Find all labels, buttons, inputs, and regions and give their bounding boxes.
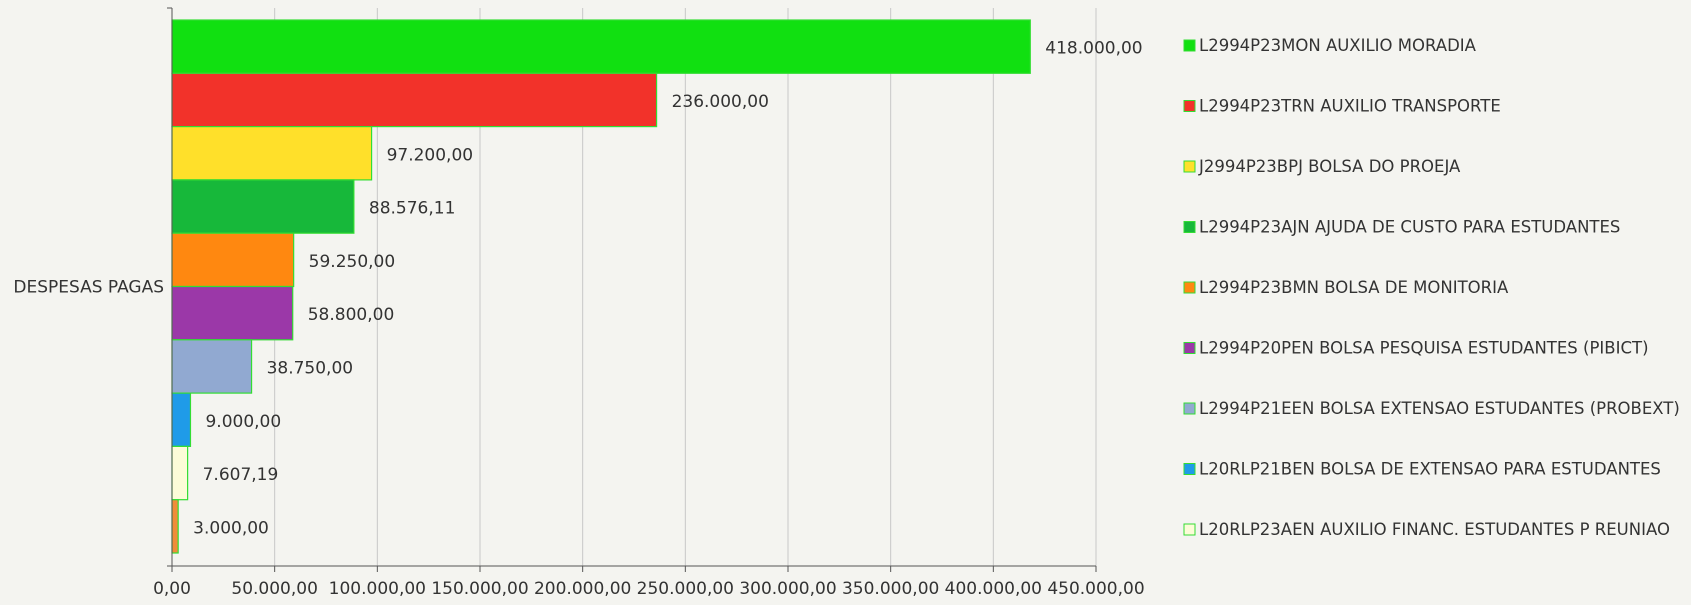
bar-value-label: 236.000,00 [672,92,769,112]
bar-value-label: 3.000,00 [193,518,269,538]
legend-item-label: L2994P23MON AUXILIO MORADIA [1199,36,1477,55]
legend-swatch [1183,281,1196,294]
bar-value-label: 58.800,00 [308,305,395,325]
legend-swatch [1183,221,1196,233]
bar-value-label: 97.200,00 [387,145,474,165]
bar [171,72,658,128]
x-tick-label: 50.000,00 [231,579,318,599]
legend-item-label: L2994P21EEN BOLSA EXTENSAO ESTUDANTES (P… [1199,399,1680,418]
bar [171,285,294,341]
bar [171,19,1031,74]
bar [171,339,253,394]
axes: 0,00 50.000,00 100.000,00 150.000,00 200.000… [13,7,1145,599]
bar [171,125,373,181]
legend-item-label: L2994P23AJN AJUDA DE CUSTO PARA ESTUDANT… [1199,218,1620,237]
legend-swatch [1183,402,1196,415]
legend-swatch [1183,463,1196,475]
legend-swatch [1183,523,1196,536]
legend-item-label: L2994P23BMN BOLSA DE MONITORIA [1199,278,1509,297]
bar [171,445,189,501]
legend-swatch [1183,342,1196,354]
legend-item-label: J2994P23BPJ BOLSA DO PROEJA [1198,157,1461,176]
bars: 418.000,00 236.000,00 97.200,00 88.576,11 59… [171,19,1143,554]
bar-value-label: 418.000,00 [1045,39,1142,59]
x-tick-label: 250.000,00 [637,579,734,599]
bar [171,179,355,234]
legend-item-label: L20RLP23AEN AUXILIO FINANC. ESTUDANTES P… [1199,520,1670,539]
bar-value-label: 9.000,00 [205,412,281,432]
legend-item-label: L2994P23TRN AUXILIO TRANSPORTE [1199,97,1501,116]
legend-swatch [1183,100,1196,112]
x-tick-label: 300.000,00 [739,579,836,599]
bar-value-label: 7.607,19 [203,465,279,485]
x-tick-label: 100.000,00 [329,579,426,599]
x-tick-label: 450.000,00 [1047,579,1144,599]
legend-swatch [1183,39,1196,52]
bar [171,392,192,448]
bar [171,232,295,288]
legend-swatch [1183,160,1196,173]
y-category-label: DESPESAS PAGAS [13,278,164,298]
bar-value-label: 59.250,00 [309,252,396,272]
bar-value-label: 88.576,11 [369,199,456,219]
x-tick-label: 0,00 [153,579,191,599]
x-tick-label: 350.000,00 [842,579,939,599]
x-tick-label: 200.000,00 [534,579,631,599]
legend-item-label: L2994P20PEN BOLSA PESQUISA ESTUDANTES (P… [1199,339,1649,358]
bar-value-label: 38.750,00 [267,358,354,378]
legend-item-label: L20RLP21BEN BOLSA DE EXTENSAO PARA ESTUD… [1199,460,1661,479]
legend: L2994P23MON AUXILIO MORADIA L2994P23TRN A… [1183,36,1680,539]
x-tick-label: 150.000,00 [431,579,528,599]
x-tick-label: 400.000,00 [945,579,1042,599]
bar [171,499,179,554]
